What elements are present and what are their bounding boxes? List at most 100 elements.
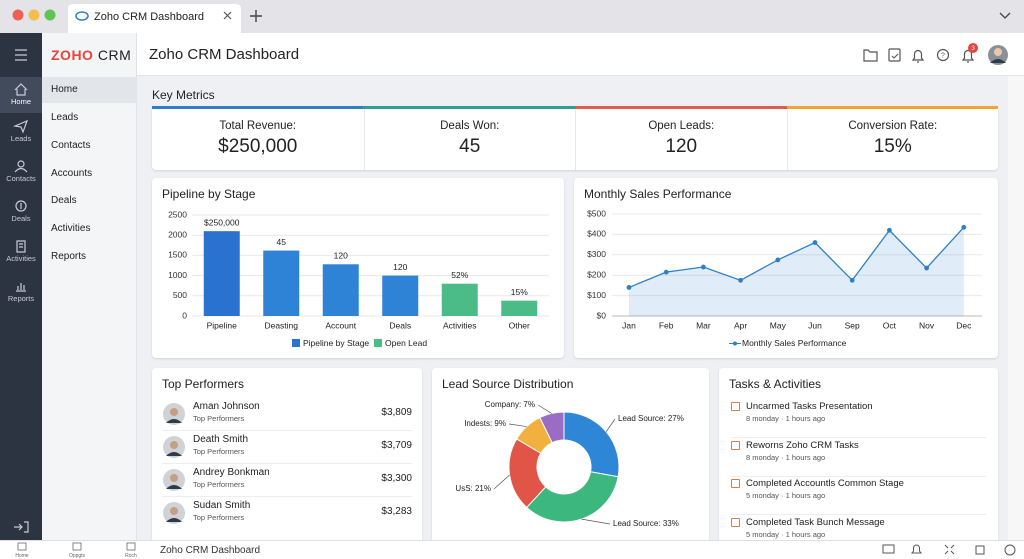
logout-icon[interactable]	[14, 521, 29, 533]
task-time: 8 monday · 1 hours ago	[746, 452, 826, 462]
tab-close[interactable]	[223, 11, 232, 20]
folder-icon[interactable]	[863, 49, 878, 62]
new-tab[interactable]	[250, 10, 262, 22]
metrics-card: Total Revenue: $250,000 Deals Won: 45 Open L…	[152, 106, 998, 170]
task-title: Completed Task Bunch Message	[746, 516, 885, 528]
nav-sidebar	[42, 33, 137, 540]
svg-text:?: ?	[941, 52, 945, 59]
header-title: Zoho CRM Dashboard	[149, 46, 300, 63]
task-checkbox[interactable]	[731, 440, 740, 450]
pipeline-card: Pipeline by Stage	[152, 178, 564, 358]
task-row[interactable]: Completed Task Bunch Message 5 monday · 1…	[731, 516, 986, 554]
metric-label: Open Leads:	[648, 120, 715, 132]
browser-controls: Zoho CRM Dashboard	[12, 4, 1011, 33]
card-title: Lead Source Distribution	[442, 377, 574, 391]
footer-nav-label: Oppgts	[69, 553, 86, 559]
tab-menu[interactable]	[999, 12, 1011, 19]
sidebar-label[interactable]: Contacts	[6, 174, 36, 183]
avatar-body	[166, 419, 182, 423]
nav-item[interactable]: Leads	[51, 112, 79, 123]
header-icons: ? 3	[863, 43, 1008, 65]
avatar-head	[170, 441, 178, 449]
footer-title: Zoho CRM Dashboard	[160, 545, 261, 556]
sidebar-label[interactable]: Home	[10, 97, 31, 106]
metric-label: Deals Won:	[440, 120, 500, 132]
performer-name: Andrey Bonkman	[193, 467, 270, 478]
avatar-head	[170, 408, 178, 416]
sidebar-icon	[15, 200, 27, 212]
performer-avatar	[163, 469, 185, 491]
tab-title: Zoho CRM Dashboard	[94, 11, 204, 23]
task-title: Uncarmed Tasks Presentation	[746, 401, 873, 412]
card-title: Top Performers	[162, 377, 245, 391]
sidebar-label[interactable]: Leads	[10, 134, 32, 143]
sidebar-icon	[14, 83, 28, 96]
task-checkbox[interactable]	[731, 479, 740, 488]
task-checkbox[interactable]	[731, 402, 740, 411]
metric-value: 45	[459, 136, 481, 157]
performer-role: Top Performers	[193, 480, 245, 489]
footer-nav-label: Home	[15, 553, 29, 559]
sidebar-icon	[16, 283, 26, 292]
help-icon[interactable]	[936, 48, 950, 62]
task-title: Reworns Zoho CRM Tasks	[746, 439, 859, 451]
task-time: 5 monday · 1 hours ago	[746, 491, 826, 500]
max-dot[interactable]	[44, 9, 56, 21]
footer-nav-icon	[126, 542, 136, 551]
avatar-body	[166, 452, 182, 456]
mail-icon[interactable]	[882, 544, 895, 554]
nav-item[interactable]: Home	[42, 77, 137, 103]
card-title: Pipeline by Stage	[162, 187, 256, 201]
tab[interactable]	[68, 4, 241, 33]
bell-icon[interactable]	[911, 49, 925, 63]
card-title: Tasks & Activities	[729, 377, 822, 391]
performer-avatar	[163, 436, 185, 458]
menu-icon[interactable]	[15, 49, 27, 61]
footer-nav-label: Roch	[125, 553, 137, 559]
task-row[interactable]: Completed Accountls Common Stage 5 monday…	[731, 477, 986, 515]
metric: Total Revenue: $250,000	[152, 109, 364, 170]
sidebar-label[interactable]: Deals	[11, 214, 31, 223]
performer-amount: $3,809	[381, 407, 412, 418]
sidebar-label[interactable]: Activities	[6, 254, 36, 263]
logo-brand: ZOHO	[51, 47, 94, 63]
task-row[interactable]: Reworns Zoho CRM Tasks 8 monday · 1 hours…	[731, 439, 986, 477]
nav-item[interactable]: Contacts	[51, 140, 91, 151]
metric: Deals Won: 45	[363, 109, 576, 170]
window-icon[interactable]	[975, 545, 985, 555]
nav-item[interactable]: Deals	[51, 195, 77, 206]
close-dot[interactable]	[12, 9, 24, 21]
metric-value: $250,000	[218, 136, 298, 157]
nav-item[interactable]: Reports	[51, 251, 87, 262]
min-dot[interactable]	[28, 9, 40, 21]
footer	[0, 540, 1024, 559]
expand-icon[interactable]	[944, 544, 955, 555]
sidebar-label[interactable]: Reports	[7, 294, 35, 303]
performer-row: Aman Johnson Top Performers $3,809	[162, 398, 412, 431]
nav-item[interactable]: Activities	[51, 223, 91, 234]
performer-role: Top Performers	[193, 513, 245, 522]
scrollbar	[1008, 76, 1024, 540]
logo-product: CRM	[97, 47, 132, 63]
task-checkbox[interactable]	[731, 517, 740, 527]
metric-label: Conversion Rate:	[848, 120, 938, 132]
performers-card: Top Performers Aman Johnson Top Performers…	[152, 368, 422, 548]
task-row[interactable]: Uncarmed Tasks Presentation 8 monday · 1 …	[731, 400, 986, 438]
logo: ZOHO CRM	[51, 47, 131, 63]
notifications-icon[interactable]	[961, 49, 975, 63]
performer-amount: $3,283	[381, 506, 412, 517]
help-icon[interactable]	[1004, 544, 1016, 556]
performer-amount: $3,300	[381, 473, 412, 484]
nav-item[interactable]: Accounts	[51, 168, 93, 179]
avatar-body	[166, 518, 182, 522]
bell-icon[interactable]	[911, 544, 922, 554]
sidebar-icon	[12, 119, 29, 134]
header	[137, 33, 1024, 76]
task-time: 8 monday · 1 hours ago	[746, 414, 826, 423]
calendar-icon[interactable]	[888, 48, 901, 62]
avatar-head	[170, 507, 178, 515]
performer-row: Death Smith Top Performers $3,709	[162, 431, 412, 464]
task-time: 5 monday · 1 hours ago	[746, 529, 826, 539]
avatar-body	[166, 485, 182, 489]
sidebar-icon	[16, 240, 26, 253]
